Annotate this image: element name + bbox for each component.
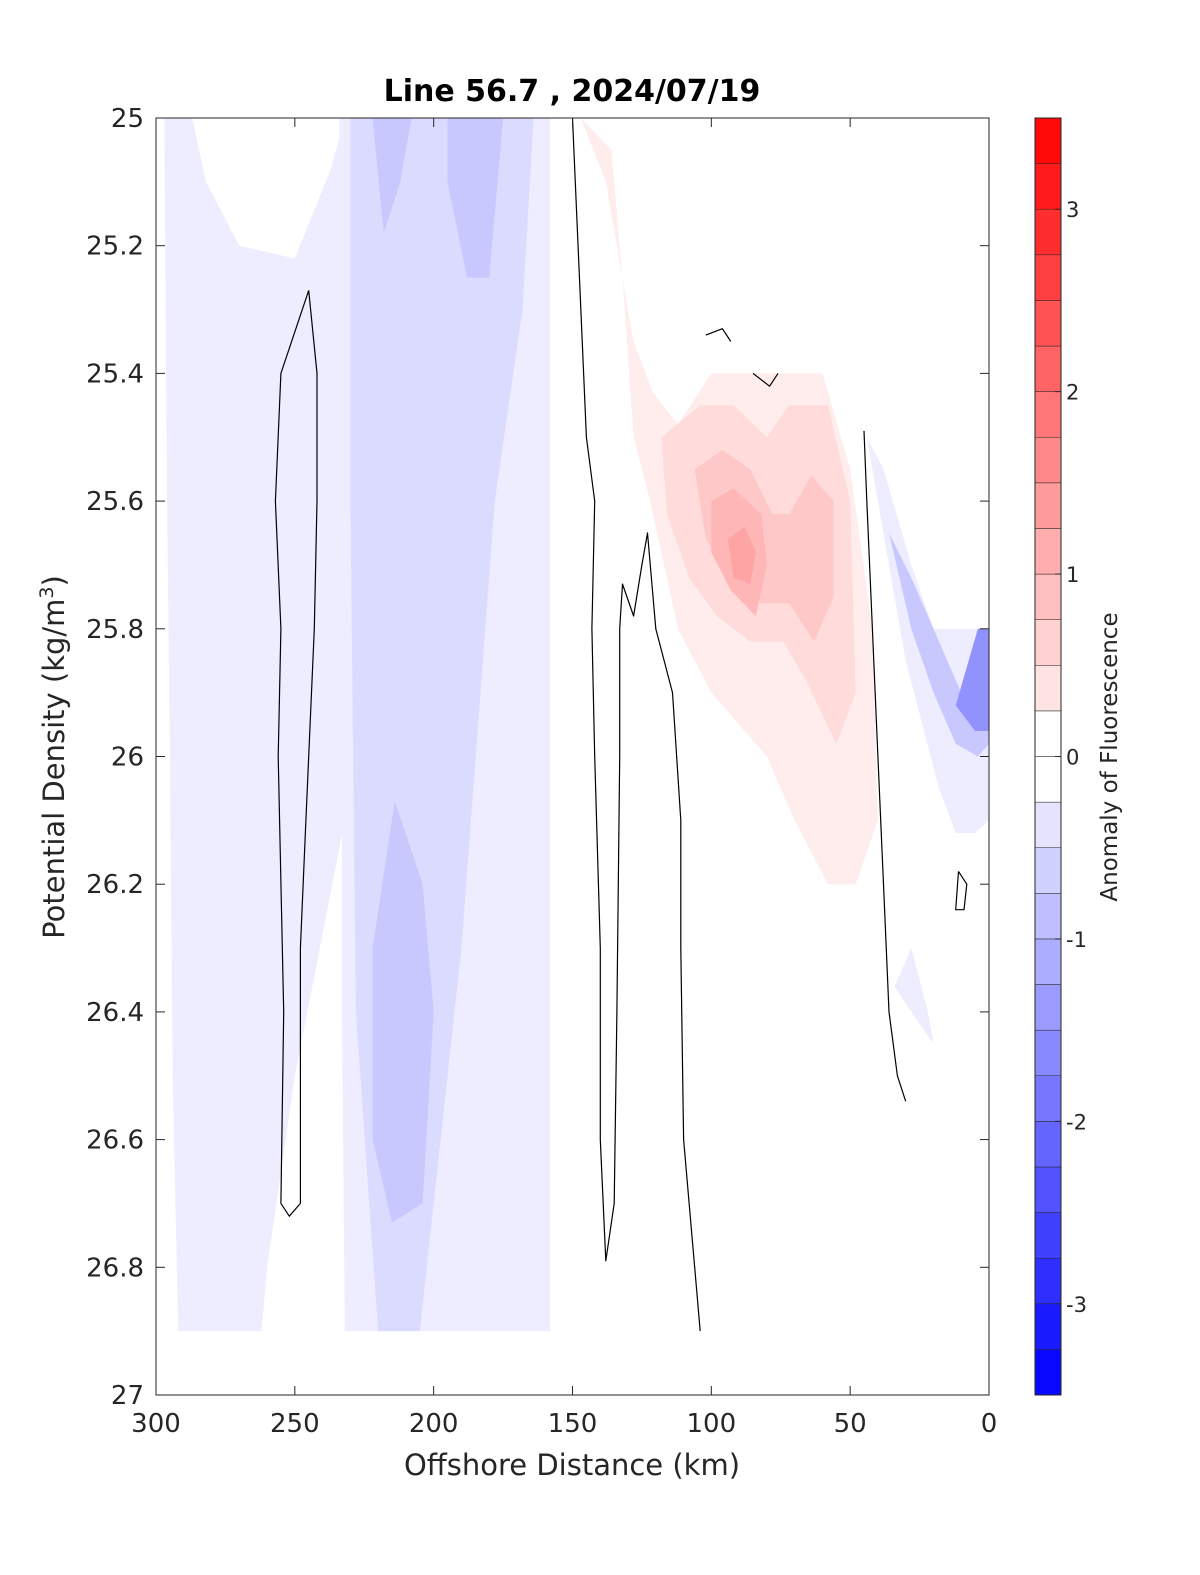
colorbar-levels <box>1034 117 1062 1396</box>
colorbar-level <box>1034 391 1062 438</box>
y-tick-label: 25.6 <box>86 487 144 517</box>
colorbar: 3 2 1 0 -1 -2 -3 Anomaly of Fluorescence <box>1034 117 1123 1396</box>
colorbar-level <box>1034 528 1062 575</box>
colorbar-tick-label: 2 <box>1066 381 1079 405</box>
region-central-core-bottom <box>372 801 434 1223</box>
zero-contour-small-loop <box>955 871 968 911</box>
colorbar-level <box>1034 619 1062 666</box>
colorbar-level <box>1034 1303 1062 1350</box>
x-tick-label: 300 <box>131 1409 181 1439</box>
colorbar-level <box>1034 847 1062 894</box>
y-tick-label: 26.2 <box>86 870 144 900</box>
y-tick-label: 26.6 <box>86 1126 144 1156</box>
y-tick-label: 26 <box>111 743 144 773</box>
region-central-core-top-right <box>447 118 504 278</box>
colorbar-level <box>1034 665 1062 712</box>
colorbar-tick-label: 0 <box>1066 746 1079 770</box>
colorbar-tick-label: -1 <box>1066 928 1087 952</box>
colorbar-level <box>1034 1257 1062 1305</box>
zero-contours <box>274 117 968 1332</box>
x-tick-label: 100 <box>687 1409 737 1439</box>
colorbar-level <box>1034 437 1062 484</box>
x-axis-ticks: 300 250 200 150 100 50 0 <box>131 118 997 1439</box>
region-nearshore-negative-core <box>955 628 989 731</box>
y-axis-label-close: ) <box>37 575 71 586</box>
colorbar-tick-label: -3 <box>1066 1293 1087 1317</box>
colorbar-level <box>1034 984 1062 1031</box>
chart-title: Line 56.7 , 2024/07/19 <box>384 74 761 109</box>
x-tick-label: 150 <box>548 1409 598 1439</box>
region-positive-anomaly-peak <box>728 526 756 585</box>
colorbar-level <box>1034 1166 1062 1213</box>
colorbar-level <box>1034 801 1062 848</box>
x-tick-label: 200 <box>409 1409 459 1439</box>
colorbar-level <box>1034 163 1062 210</box>
colorbar-label: Anomaly of Fluorescence <box>1097 612 1123 901</box>
colorbar-tick-label: 3 <box>1066 198 1079 222</box>
colorbar-level <box>1034 573 1062 620</box>
x-axis-label: Offshore Distance (km) <box>404 1448 740 1482</box>
colorbar-level <box>1034 300 1062 347</box>
region-central-core-top-left <box>372 118 412 233</box>
colorbar-level <box>1034 938 1062 985</box>
colorbar-level <box>1034 1121 1062 1168</box>
y-tick-label: 26.4 <box>86 998 144 1028</box>
y-axis-label: Potential Density (kg/m3) <box>36 575 71 939</box>
colorbar-level <box>1034 1075 1062 1122</box>
y-tick-label: 26.8 <box>86 1253 144 1283</box>
y-axis-label-superscript: 3 <box>36 586 58 598</box>
x-tick-label: 250 <box>270 1409 320 1439</box>
anomaly-regions <box>164 118 989 1332</box>
y-tick-label: 25.4 <box>86 359 144 389</box>
colorbar-ticks: 3 2 1 0 -1 -2 -3 <box>1055 198 1087 1317</box>
zero-contour-nearshore-line <box>863 430 907 1102</box>
colorbar-tick-label: -2 <box>1066 1110 1087 1134</box>
colorbar-level <box>1034 208 1062 256</box>
plot-area <box>155 117 990 1396</box>
region-offshore-left-band <box>164 118 345 1332</box>
zero-contour-offshore-line <box>571 117 701 1332</box>
region-nearshore-lower-patch <box>894 948 934 1044</box>
x-tick-label: 50 <box>834 1409 867 1439</box>
colorbar-level <box>1034 1029 1062 1076</box>
colorbar-level <box>1034 756 1062 803</box>
colorbar-level <box>1034 117 1062 164</box>
zero-contour-fragment-a <box>705 328 732 342</box>
y-tick-label: 25.8 <box>86 615 144 645</box>
colorbar-level <box>1034 1349 1062 1396</box>
colorbar-tick-label: 1 <box>1066 563 1079 587</box>
zero-contour-left-loop <box>274 290 318 1217</box>
colorbar-level <box>1034 254 1062 301</box>
y-tick-label: 25 <box>111 104 144 134</box>
y-tick-label: 25.2 <box>86 232 144 262</box>
y-tick-label: 27 <box>111 1381 144 1411</box>
y-axis-label-main: Potential Density (kg/m <box>37 599 71 939</box>
colorbar-level <box>1034 1212 1062 1259</box>
colorbar-level <box>1034 710 1062 757</box>
colorbar-level <box>1034 345 1062 392</box>
zero-contour-fragment-b <box>752 372 779 387</box>
colorbar-level <box>1034 482 1062 529</box>
colorbar-level <box>1034 893 1062 940</box>
x-tick-label: 0 <box>981 1409 998 1439</box>
y-axis-ticks: 25 25.2 25.4 25.6 25.8 26 26.2 26.4 26.6 26.8 27 <box>86 104 989 1411</box>
